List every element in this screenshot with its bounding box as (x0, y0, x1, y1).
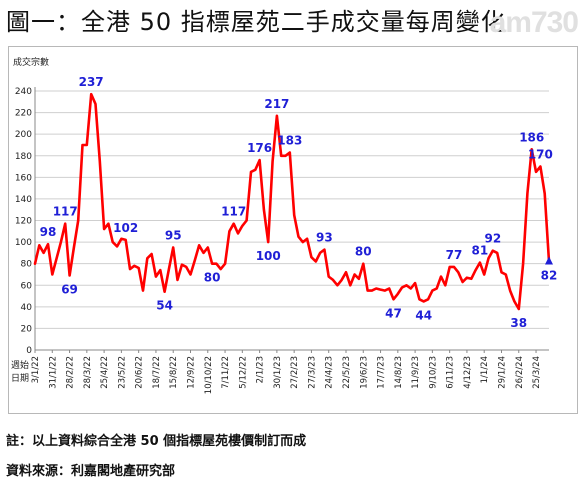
data-label: 69 (61, 283, 78, 297)
x-tick-label: 31/1/22 (48, 356, 58, 389)
data-label: 102 (113, 221, 138, 235)
x-tick-label: 1/1/24 (480, 356, 490, 383)
x-tick-label: 7/11/22 (221, 356, 231, 389)
x-tick-label: 27/3/23 (307, 356, 317, 389)
data-label: 170 (528, 148, 553, 162)
data-label: 47 (385, 306, 402, 320)
x-tick-label: 4/12/23 (463, 356, 473, 389)
x-tick-label: 23/5/22 (117, 356, 127, 389)
data-label: 95 (165, 228, 182, 242)
x-tick-label: 11/9/23 (411, 356, 421, 389)
y-tick-label: 240 (15, 87, 32, 97)
data-label: 183 (277, 134, 302, 148)
data-label: 92 (484, 232, 501, 246)
chart-panel: 成交宗數 0 20 40 60 80 100 120 140 160 180 200 220 240 3/1… (8, 46, 578, 414)
x-tick-label: 26/2/24 (515, 356, 525, 389)
data-label: 38 (510, 316, 527, 330)
x-tick-label: 10/10/22 (204, 356, 214, 394)
data-label: 100 (256, 249, 281, 263)
data-label: 217 (264, 97, 289, 111)
end-point-marker (545, 256, 553, 265)
source-note: 資料來源：利嘉閣地產研究部 (6, 464, 176, 479)
x-tick-label: 14/8/23 (394, 356, 404, 389)
data-label: 80 (355, 245, 372, 259)
y-tick-label: 160 (15, 173, 32, 183)
x-tick-label: 5/12/22 (238, 356, 248, 389)
x-tick-label: 2/1/23 (256, 356, 266, 383)
x-tick-label: 30/1/23 (273, 356, 283, 389)
data-label: 186 (519, 130, 544, 144)
y-tick-label: 40 (21, 303, 33, 313)
x-tick-label: 25/4/22 (100, 356, 110, 389)
x-tick-label: 25/3/24 (532, 356, 542, 389)
x-tick-label: 17/7/23 (377, 356, 387, 389)
y-tick-label: 60 (21, 281, 33, 291)
x-tick-label: 9/10/23 (428, 356, 438, 389)
x-tick-label: 27/2/23 (290, 356, 300, 389)
x-tick-label: 6/11/23 (446, 356, 456, 389)
series-line (33, 92, 551, 311)
x-tick-label: 28/3/22 (83, 356, 93, 389)
data-label: 44 (415, 308, 432, 322)
data-label: 77 (446, 248, 463, 262)
data-label: 176 (247, 141, 272, 155)
x-tick-label: 24/4/23 (325, 356, 335, 389)
data-label: 117 (221, 205, 246, 219)
y-tick-label: 0 (26, 346, 32, 356)
x-tick-label: 18/7/22 (152, 356, 162, 389)
data-label: 98 (40, 225, 57, 239)
chart-title: 圖一：全港 50 指標屋苑二手成交量每周變化 (6, 8, 506, 36)
footnote: 註：以上資料綜合全港 50 個指標屋苑樓價制訂而成 (6, 434, 307, 449)
data-label: 117 (53, 205, 78, 219)
x-axis-label: 週始 (11, 359, 29, 371)
x-tick-label: 3/1/22 (31, 356, 41, 383)
x-tick-label: 15/8/22 (169, 356, 179, 389)
y-tick-label: 200 (15, 130, 32, 140)
data-label: 93 (316, 231, 333, 245)
x-tick-label: 29/1/24 (497, 356, 507, 389)
y-tick-label: 220 (15, 109, 32, 119)
data-label: 237 (79, 75, 104, 89)
y-tick-label: 100 (15, 238, 32, 248)
x-axis-label: 日期 (11, 373, 29, 384)
y-tick-label: 80 (21, 260, 33, 270)
data-label: 54 (156, 299, 173, 313)
data-label: 80 (204, 271, 221, 285)
x-tick-label: 22/5/23 (342, 356, 352, 389)
line-chart: 成交宗數 0 20 40 60 80 100 120 140 160 180 200 220 240 3/1… (11, 56, 558, 394)
data-label: 81 (472, 244, 489, 258)
watermark-logo: am730 (489, 6, 579, 39)
y-axis-label: 成交宗數 (13, 56, 49, 68)
x-tick-label: 12/9/22 (186, 356, 196, 389)
x-tick-label: 28/2/22 (66, 356, 76, 389)
data-label: 82 (541, 269, 558, 283)
x-tick-label: 19/6/23 (359, 356, 369, 389)
y-tick-label: 20 (21, 324, 33, 334)
x-tick-label: 20/6/22 (135, 356, 145, 389)
y-tick-label: 140 (15, 195, 32, 205)
y-tick-label: 120 (15, 217, 32, 227)
y-tick-label: 180 (15, 152, 32, 162)
